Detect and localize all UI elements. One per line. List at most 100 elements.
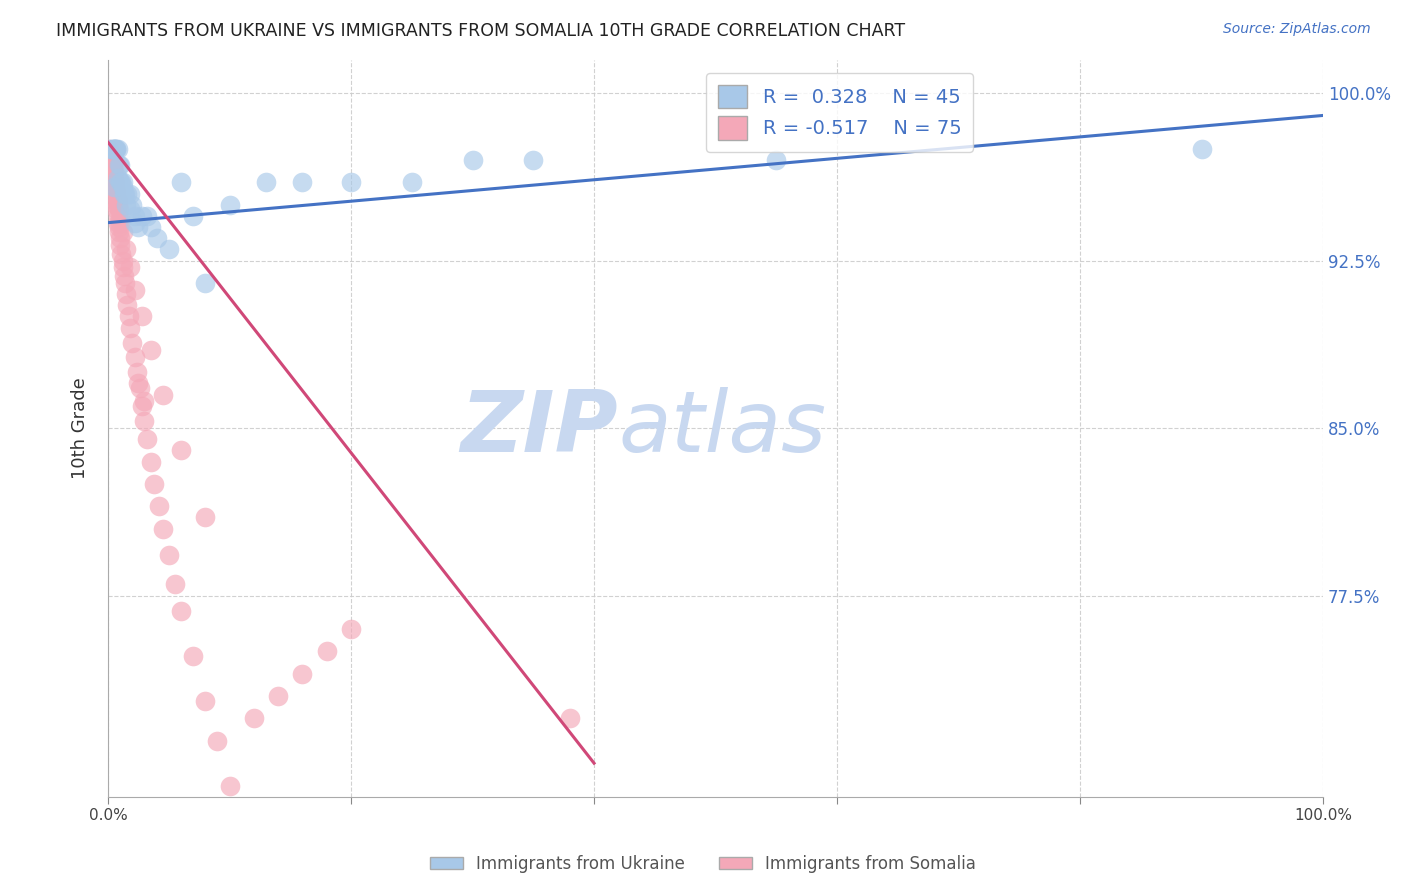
Point <box>135 432 157 446</box>
Point <box>124 216 146 230</box>
Point <box>118 260 141 275</box>
Point <box>194 276 217 290</box>
Point <box>100 142 122 156</box>
Point <box>114 276 136 290</box>
Point <box>134 414 156 428</box>
Point <box>1191 142 1213 156</box>
Point <box>108 231 131 245</box>
Point <box>100 148 122 162</box>
Point <box>105 198 128 212</box>
Point <box>111 180 134 194</box>
Point <box>170 176 193 190</box>
Point <box>104 180 127 194</box>
Point <box>135 209 157 223</box>
Point <box>121 336 143 351</box>
Point <box>181 209 204 223</box>
Legend: R =  0.328    N = 45, R = -0.517    N = 75: R = 0.328 N = 45, R = -0.517 N = 75 <box>706 73 973 152</box>
Point <box>112 269 135 284</box>
Point <box>291 176 314 190</box>
Point <box>107 171 129 186</box>
Point <box>105 142 128 156</box>
Point <box>100 158 122 172</box>
Point <box>148 500 170 514</box>
Point <box>103 142 125 156</box>
Point <box>108 202 131 217</box>
Point <box>107 198 129 212</box>
Point <box>100 148 122 162</box>
Point <box>139 220 162 235</box>
Point <box>104 142 127 156</box>
Point <box>108 158 131 172</box>
Point <box>103 180 125 194</box>
Point <box>118 320 141 334</box>
Point <box>107 142 129 156</box>
Point <box>152 522 174 536</box>
Point <box>127 365 149 379</box>
Point <box>104 176 127 190</box>
Point <box>267 689 290 703</box>
Point <box>108 176 131 190</box>
Point <box>124 283 146 297</box>
Point <box>315 644 337 658</box>
Point <box>181 648 204 663</box>
Point <box>103 171 125 186</box>
Point <box>101 164 124 178</box>
Point <box>558 711 581 725</box>
Point <box>170 604 193 618</box>
Point <box>765 153 787 167</box>
Point <box>104 194 127 208</box>
Point <box>340 622 363 636</box>
Point <box>134 394 156 409</box>
Point <box>104 142 127 156</box>
Point <box>111 253 134 268</box>
Point <box>139 455 162 469</box>
Point <box>118 186 141 201</box>
Point <box>101 171 124 186</box>
Point <box>115 287 138 301</box>
Point <box>103 180 125 194</box>
Y-axis label: 10th Grade: 10th Grade <box>72 377 89 479</box>
Point <box>100 142 122 156</box>
Point <box>118 202 141 217</box>
Point <box>340 176 363 190</box>
Point <box>101 158 124 172</box>
Point <box>108 216 131 230</box>
Point <box>243 711 266 725</box>
Point <box>127 220 149 235</box>
Point <box>157 549 180 563</box>
Point <box>461 153 484 167</box>
Point <box>110 176 132 190</box>
Point <box>194 693 217 707</box>
Point <box>108 211 131 226</box>
Point <box>108 238 131 252</box>
Point <box>117 310 139 324</box>
Point <box>103 176 125 190</box>
Point <box>100 153 122 167</box>
Point <box>101 158 124 172</box>
Point <box>105 185 128 199</box>
Text: ZIP: ZIP <box>461 386 619 469</box>
Point <box>114 186 136 201</box>
Point <box>101 142 124 156</box>
Point <box>128 381 150 395</box>
Point <box>105 142 128 156</box>
Point <box>131 310 153 324</box>
Point <box>152 387 174 401</box>
Point <box>131 399 153 413</box>
Point <box>115 243 138 257</box>
Point <box>170 443 193 458</box>
Point <box>121 198 143 212</box>
Point <box>111 176 134 190</box>
Point <box>103 164 125 178</box>
Point <box>104 186 127 201</box>
Point <box>139 343 162 357</box>
Point <box>401 176 423 190</box>
Point <box>105 202 128 217</box>
Point <box>108 225 131 239</box>
Point <box>124 209 146 223</box>
Point <box>131 209 153 223</box>
Point <box>108 220 131 235</box>
Point <box>218 779 240 793</box>
Point <box>157 243 180 257</box>
Text: Source: ZipAtlas.com: Source: ZipAtlas.com <box>1223 22 1371 37</box>
